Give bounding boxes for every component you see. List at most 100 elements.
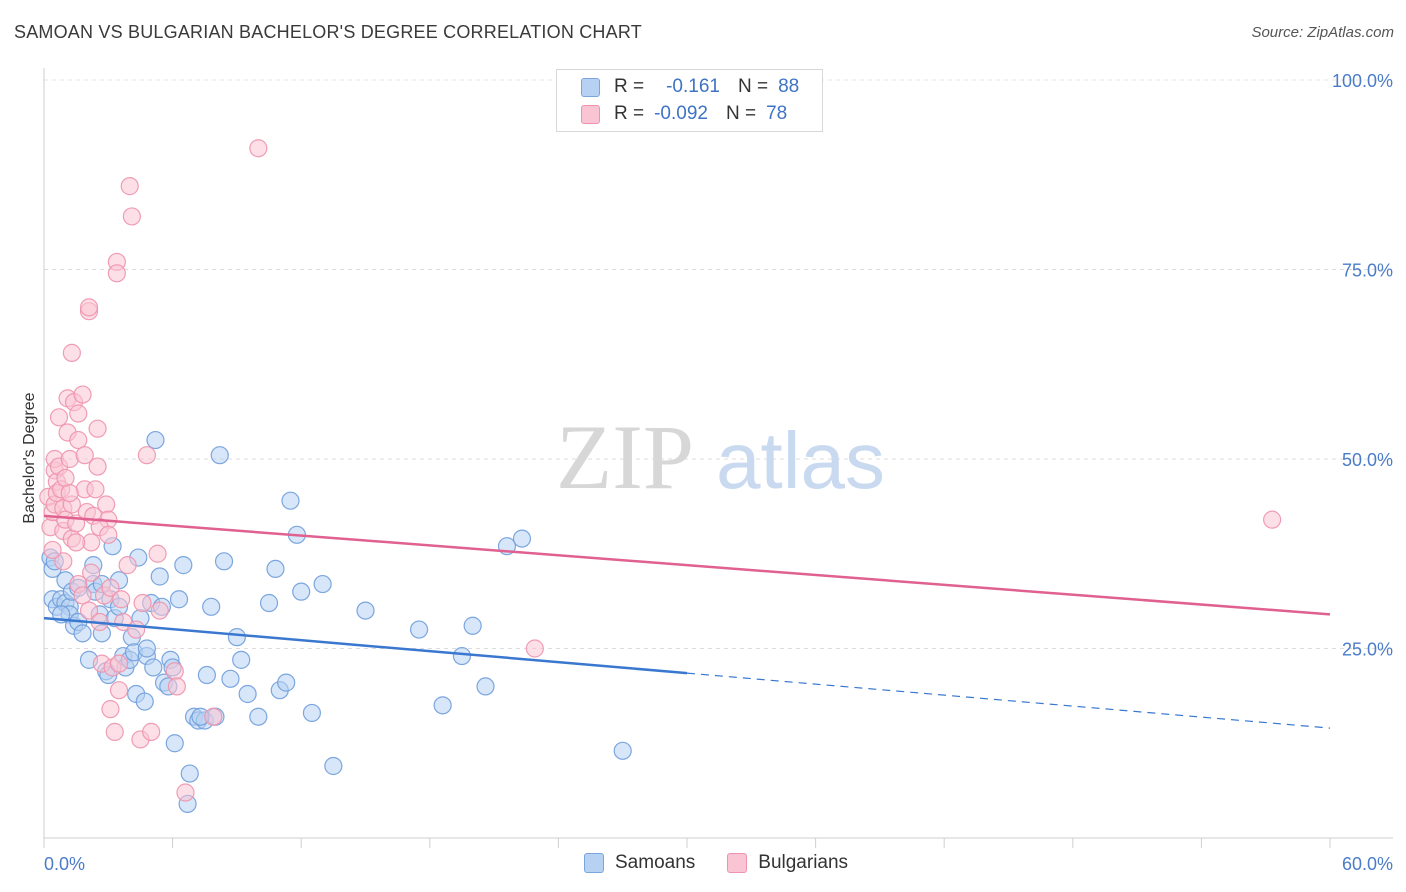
bulgarian-point [122,207,141,226]
bulgarian-point [62,343,81,362]
samoan-point [174,556,193,575]
samoan-point [165,734,184,753]
bulgarian-point [1263,510,1282,529]
r-label: R = [614,76,645,97]
samoan-point [259,593,279,613]
samoan-point [150,567,169,586]
source-credit: Source: ZipAtlas.com [1251,24,1394,41]
bulgarian-point [88,457,107,476]
legend-item-samoans: Samoans [584,852,695,874]
bulgarian-point [60,449,79,469]
bulgarian-point [69,430,88,450]
samoan-point [202,597,221,616]
bulgarian-point [112,590,131,609]
samoan-point [313,574,332,594]
samoan-point [281,491,300,510]
bulgarian-point [56,468,75,488]
bulgarian-point [120,177,139,196]
bulgarian-point [249,139,268,158]
samoan-point [277,673,296,692]
bulgarian-point [127,620,146,639]
bulgarian-point [75,446,94,465]
r-label: R = [614,103,645,124]
n-value: 78 [766,103,788,124]
samoan-point [302,703,322,723]
samoan-point [232,650,251,669]
samoans-trend-extension [686,672,1331,729]
bulgarian-point [43,540,62,560]
bulgarian-point [67,533,86,552]
bulgarian-point [167,677,186,696]
bulgarian-point [133,593,152,613]
correlation-legend: R = -0.161 N = 88 R = -0.092 N = 78 [556,69,823,132]
watermark-zip: ZIP [556,406,694,508]
samoan-point [249,707,268,726]
samoan-point [512,529,532,548]
x-tick-label-min: 0.0% [44,854,85,874]
bulgarians-swatch [581,104,600,124]
y-tick-label: 100.0% [1332,71,1393,91]
bulgarian-point [148,544,167,563]
samoan-point [613,741,632,760]
samoan-point [180,764,199,783]
n-value: 88 [778,76,800,97]
samoans-swatch [581,77,600,97]
bulgarian-point [118,556,137,575]
samoan-point [433,696,452,715]
bulgarian-point [99,525,118,544]
bulgarian-point [105,722,124,741]
bulgarian-point [176,783,195,802]
bulgarian-point [107,264,126,283]
samoan-point [476,677,495,696]
bulgarian-point [142,722,161,741]
bulgarian-point [82,563,101,582]
series-legend: Samoans Bulgarians [584,852,880,874]
samoan-point [146,430,165,450]
samoan-point [452,646,472,666]
watermark-atlas: atlas [716,416,885,505]
gridlines [44,79,1393,649]
bulgarian-point [150,601,169,620]
bulgarian-point [54,552,73,571]
bulgarian-point [69,404,88,423]
trend-lines [43,514,1331,729]
samoan-point [356,601,375,620]
legend-item-bulgarians: Bulgarians [727,852,848,874]
y-tick-label: 75.0% [1342,261,1393,281]
samoan-point [463,616,482,635]
n-label: N = [737,76,769,97]
samoan-point [210,446,229,465]
legend-row-bulgarians: R = -0.092 N = 78 [581,102,787,126]
y-axis-label: Bachelor's Degree [21,392,38,523]
bulgarian-point [204,707,223,726]
bulgarian-point [49,408,69,427]
bulgarian-point [165,662,184,681]
bulgarian-point [86,480,105,499]
bulgarians-label: Bulgarians [758,852,849,873]
samoan-point [144,658,163,677]
samoans-swatch [584,853,604,873]
bulgarians-swatch [727,853,748,873]
samoan-point [214,552,234,571]
bulgarian-point [73,385,92,404]
samoan-point [169,590,189,609]
samoan-point [73,624,92,643]
samoan-point [409,620,429,639]
x-tick-label-max: 60.0% [1342,854,1393,874]
bulgarian-point [79,601,99,620]
legend-row-samoans: R = -0.161 N = 88 [581,75,799,99]
samoan-point [238,684,257,704]
r-value: -0.161 [666,76,720,97]
bulgarian-point [109,681,129,700]
samoan-point [292,582,311,601]
bulgarian-point [525,639,544,658]
bulgarian-point [101,700,120,719]
n-label: N = [725,103,757,124]
samoan-point [197,665,216,685]
bulgarian-point [101,578,120,597]
chart-title: SAMOAN VS BULGARIAN BACHELOR'S DEGREE CO… [14,22,642,42]
bulgarian-point [137,446,156,465]
samoan-point [227,628,246,647]
samoan-point [137,639,156,658]
